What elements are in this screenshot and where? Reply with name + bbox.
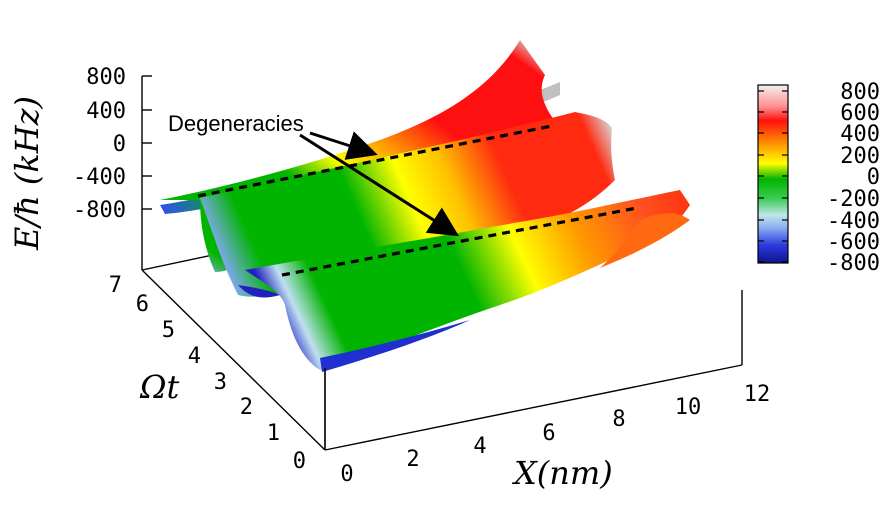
z-tick-label: -400 xyxy=(73,165,126,190)
colorbar-tick-label: -400 xyxy=(827,209,880,234)
z-tick-label: -800 xyxy=(73,198,126,223)
degeneracy-lines xyxy=(197,124,638,277)
x-tick-label: 4 xyxy=(473,434,486,459)
surface-blue-edge-2 xyxy=(320,320,470,372)
y-tick-label: 6 xyxy=(136,292,149,317)
axis-frame xyxy=(141,76,743,451)
z-tick-label: 800 xyxy=(86,65,126,90)
y-axis-label: Ωt xyxy=(139,368,180,406)
colorbar-tick-label: -800 xyxy=(827,251,880,276)
colorbar-tick-label: 200 xyxy=(840,144,880,169)
x-tick-label: 6 xyxy=(542,421,555,446)
x-tick-label: 8 xyxy=(612,407,625,432)
colorbar-tick-label: 800 xyxy=(840,80,880,105)
x-tick-label: 2 xyxy=(406,447,419,472)
colorbar-tick-labels: 800 600 400 200 0 -200 -400 -600 -800 xyxy=(827,80,880,276)
y-tick-label: 3 xyxy=(214,370,227,395)
surface-ridge-3 xyxy=(245,190,690,370)
y-tick-label: 5 xyxy=(162,318,175,343)
surface-back-lip xyxy=(160,82,560,214)
x-tick-label: 0 xyxy=(340,462,353,487)
z-tick-label: 0 xyxy=(113,132,126,157)
z-tick-marks xyxy=(142,75,152,210)
y-tick-label: 2 xyxy=(240,395,253,420)
y-tick-label: 4 xyxy=(188,344,201,369)
colorbar-tick-label: -200 xyxy=(827,187,880,212)
z-tick-labels: 800 400 0 -400 -800 xyxy=(73,65,126,223)
y-tick-labels: 0 1 2 3 4 5 6 7 xyxy=(109,273,306,474)
surface-front-lip xyxy=(600,213,690,268)
colorbar-tick-marks xyxy=(758,90,788,263)
colorbar-tick-label: 600 xyxy=(840,101,880,126)
y-tick-label: 7 xyxy=(109,273,122,298)
annotation-arrows xyxy=(299,131,460,237)
x-tick-labels: 0 2 4 6 8 10 12 xyxy=(340,382,770,487)
colorbar xyxy=(757,84,789,264)
y-tick-label: 1 xyxy=(267,421,280,446)
surface-blue-edge-1 xyxy=(238,285,280,298)
x-tick-label: 10 xyxy=(675,395,702,420)
colorbar-tick-label: 400 xyxy=(840,122,880,147)
z-axis-label: E/ħ (kHz) xyxy=(8,96,46,251)
y-tick-label: 0 xyxy=(293,449,306,474)
x-tick-label: 12 xyxy=(744,382,771,407)
z-tick-label: 400 xyxy=(86,99,126,124)
colorbar-tick-label: 0 xyxy=(867,165,880,190)
annotation-degeneracies: Degeneracies xyxy=(168,111,304,136)
x-axis-label: X(nm) xyxy=(511,454,613,492)
colorbar-tick-label: -600 xyxy=(827,230,880,255)
